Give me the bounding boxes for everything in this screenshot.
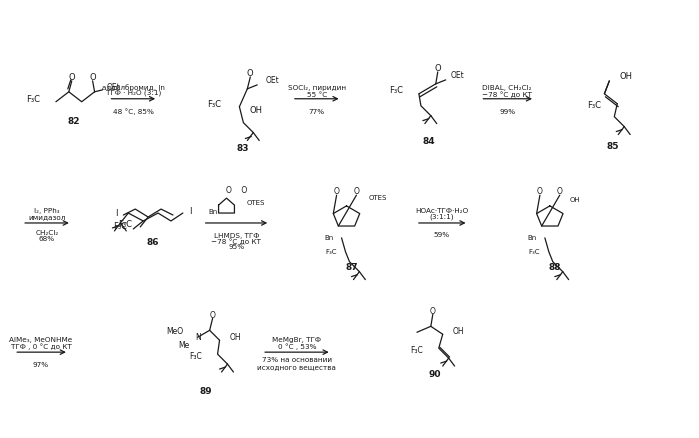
Text: Bn: Bn (208, 209, 217, 215)
Text: аллилбромид, In: аллилбромид, In (102, 84, 165, 91)
Text: MeO: MeO (167, 327, 184, 336)
Text: O: O (69, 74, 75, 82)
Text: 73% на основании: 73% на основании (262, 357, 332, 363)
Text: 48 °C, 85%: 48 °C, 85% (113, 109, 154, 116)
Text: 68%: 68% (39, 236, 55, 242)
Text: 87: 87 (345, 263, 358, 272)
Text: F₃C: F₃C (389, 86, 403, 95)
Text: 77%: 77% (309, 109, 325, 115)
Text: 86: 86 (147, 238, 159, 247)
Text: OEt: OEt (106, 83, 120, 92)
Text: ТГФ , 0 °C до КТ: ТГФ , 0 °C до КТ (10, 343, 71, 350)
Text: −78 °C до КТ: −78 °C до КТ (482, 91, 532, 98)
Text: O: O (354, 187, 359, 196)
Text: OH: OH (570, 197, 580, 203)
Text: OH: OH (229, 333, 241, 342)
Text: LHMDS, ТГФ: LHMDS, ТГФ (214, 233, 259, 239)
Text: F₃C: F₃C (208, 100, 222, 109)
Text: Me: Me (178, 341, 190, 350)
Text: CH₂Cl₂: CH₂Cl₂ (36, 230, 59, 236)
Text: 88: 88 (549, 263, 561, 272)
Text: 99%: 99% (499, 109, 515, 115)
Text: 84: 84 (422, 137, 435, 146)
Text: ТГФ · H₂O (3:1): ТГФ · H₂O (3:1) (106, 89, 161, 96)
Text: F₃C: F₃C (325, 249, 337, 255)
Text: OH: OH (619, 72, 633, 81)
Text: MeMgBr, ТГФ: MeMgBr, ТГФ (273, 337, 322, 343)
Text: 83: 83 (236, 144, 249, 153)
Text: O    O: O O (226, 186, 247, 194)
Text: O: O (333, 187, 340, 196)
Text: 59%: 59% (433, 232, 449, 238)
Text: F₃C: F₃C (587, 101, 601, 110)
Text: F₃C: F₃C (26, 95, 40, 104)
Text: OH: OH (250, 106, 262, 115)
Text: O: O (537, 187, 543, 196)
Text: 55 °C: 55 °C (307, 92, 327, 98)
Text: 97%: 97% (33, 362, 49, 368)
Text: F₃C: F₃C (528, 249, 540, 255)
Text: −78 °C до КТ: −78 °C до КТ (212, 238, 261, 244)
Text: O: O (89, 74, 96, 82)
Text: OH: OH (453, 327, 464, 336)
Text: 90: 90 (428, 370, 441, 378)
Text: OEt: OEt (451, 71, 464, 81)
Text: (3:1:1): (3:1:1) (429, 213, 454, 220)
Text: имидазол: имидазол (28, 214, 66, 220)
Text: F₃C: F₃C (118, 220, 132, 230)
Text: исходного вещества: исходного вещества (257, 364, 336, 370)
Text: I: I (189, 207, 192, 215)
Text: O: O (435, 64, 441, 74)
Text: Bn: Bn (324, 235, 333, 241)
Text: F₃C: F₃C (189, 352, 202, 360)
Text: HOAc·ТГФ·H₂O: HOAc·ТГФ·H₂O (415, 208, 468, 214)
Text: OTES: OTES (368, 195, 387, 201)
Text: F₃C: F₃C (113, 223, 127, 231)
Text: Bn: Bn (528, 235, 537, 241)
Text: I₂, PPh₃: I₂, PPh₃ (34, 208, 60, 214)
Text: OTES: OTES (246, 200, 265, 206)
Text: I: I (115, 208, 117, 218)
Text: AlMe₃, MeONHMe: AlMe₃, MeONHMe (9, 337, 73, 343)
Text: O: O (430, 307, 435, 316)
Text: 0 °C , 53%: 0 °C , 53% (278, 343, 316, 350)
Text: 89: 89 (199, 387, 212, 396)
Text: OEt: OEt (265, 76, 279, 85)
Text: 82: 82 (68, 117, 80, 126)
Text: SOCl₂, пиридин: SOCl₂, пиридин (288, 85, 346, 91)
Text: DIBAL, CH₂Cl₂: DIBAL, CH₂Cl₂ (482, 85, 532, 91)
Text: 95%: 95% (229, 244, 245, 250)
Text: O: O (210, 311, 215, 320)
Text: 85: 85 (606, 142, 619, 151)
Text: O: O (247, 70, 254, 78)
Text: O: O (557, 187, 563, 196)
Text: N: N (195, 333, 201, 342)
Text: F₃C: F₃C (410, 346, 423, 355)
